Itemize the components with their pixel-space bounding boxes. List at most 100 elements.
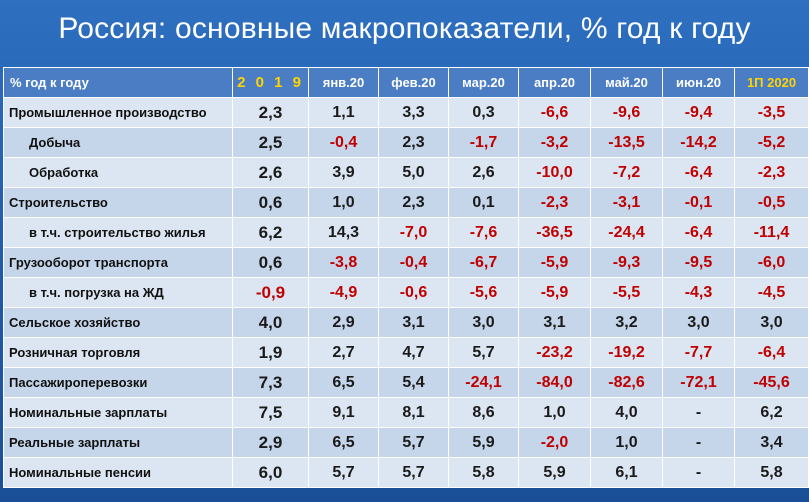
column-header-may20: май.20 xyxy=(590,67,663,98)
table-cell: - xyxy=(662,457,735,488)
table-cell: 3,2 xyxy=(590,307,663,338)
table-cell: 2,6 xyxy=(448,157,519,188)
table-cell: 3,0 xyxy=(662,307,735,338)
table-cell: 5,0 xyxy=(378,157,449,188)
table-row: Строительство 0,6 1,0 2,3 0,1 -2,3 -3,1 -0,1 -0,… xyxy=(3,187,809,218)
table-row: Сельское хозяйство 4,0 2,9 3,1 3,0 3,1 3,2 3,0 3… xyxy=(3,307,809,338)
table-cell: -5,6 xyxy=(448,277,519,308)
table-cell: -23,2 xyxy=(518,337,591,368)
table-cell: -2,0 xyxy=(518,427,591,458)
macro-indicators-table: % год к году 2 0 1 9 янв.20 фев.20 мар.2… xyxy=(3,67,809,488)
table-cell: -4,3 xyxy=(662,277,735,308)
table-cell: -2,3 xyxy=(734,157,809,188)
table-cell: -19,2 xyxy=(590,337,663,368)
table-cell: -5,9 xyxy=(518,247,591,278)
table-cell: 14,3 xyxy=(308,217,379,248)
column-header-2019: 2 0 1 9 xyxy=(232,67,309,98)
table-cell: -7,0 xyxy=(378,217,449,248)
row-label: Номинальные пенсии xyxy=(3,457,233,488)
table-cell: 3,0 xyxy=(734,307,809,338)
row-label: Строительство xyxy=(3,187,233,218)
table-cell: 6,5 xyxy=(308,367,379,398)
table-cell: 3,1 xyxy=(518,307,591,338)
row-label: Обработка xyxy=(3,157,233,188)
row-label: Сельское хозяйство xyxy=(3,307,233,338)
table-cell: - xyxy=(662,427,735,458)
table-cell: 6,1 xyxy=(590,457,663,488)
slide-title: Россия: основные макропоказатели, % год … xyxy=(58,12,751,45)
table-cell: -0,9 xyxy=(232,277,309,308)
table-cell: -6,4 xyxy=(662,157,735,188)
row-label: в т.ч. погрузка на ЖД xyxy=(3,277,233,308)
table-cell: -10,0 xyxy=(518,157,591,188)
table-cell: -6,0 xyxy=(734,247,809,278)
table-cell: 0,3 xyxy=(448,97,519,128)
table-cell: 2,5 xyxy=(232,127,309,158)
column-header-apr20: апр.20 xyxy=(518,67,591,98)
table-cell: 3,4 xyxy=(734,427,809,458)
table-cell: -24,4 xyxy=(590,217,663,248)
table-cell: 6,2 xyxy=(232,217,309,248)
table-row: Добыча 2,5 -0,4 2,3 -1,7 -3,2 -13,5 -14,2 -5,2 xyxy=(3,127,809,158)
table-cell: -3,8 xyxy=(308,247,379,278)
table-row: Реальные зарплаты 2,9 6,5 5,7 5,9 -2,0 1,0-3,4 xyxy=(3,427,809,458)
table-cell: -24,1 xyxy=(448,367,519,398)
table-cell: 1,0 xyxy=(518,397,591,428)
table-cell: 1,9 xyxy=(232,337,309,368)
table-cell: -13,5 xyxy=(590,127,663,158)
table-cell: -0,6 xyxy=(378,277,449,308)
table-cell: -9,5 xyxy=(662,247,735,278)
table-cell: -5,5 xyxy=(590,277,663,308)
table-cell: -6,4 xyxy=(734,337,809,368)
table-cell: 1,0 xyxy=(590,427,663,458)
table-cell: 5,4 xyxy=(378,367,449,398)
table-cell: -7,7 xyxy=(662,337,735,368)
table-cell: -6,7 xyxy=(448,247,519,278)
table-cell: -9,3 xyxy=(590,247,663,278)
table-cell: 5,9 xyxy=(448,427,519,458)
table-cell: -3,2 xyxy=(518,127,591,158)
row-label: Промышленное производство xyxy=(3,97,233,128)
table-cell: 4,0 xyxy=(232,307,309,338)
table-row: в т.ч. погрузка на ЖД -0,9 -4,9 -0,6 -5,6 -5,… xyxy=(3,277,809,308)
table-cell: 9,1 xyxy=(308,397,379,428)
table-row: Розничная торговля 1,9 2,7 4,7 5,7 -23,2 -19,2… xyxy=(3,337,809,368)
table-cell: 8,6 xyxy=(448,397,519,428)
table-row: Обработка 2,6 3,9 5,0 2,6 -10,0 -7,2 -6,4 -2,3 xyxy=(3,157,809,188)
table-cell: 4,7 xyxy=(378,337,449,368)
table-cell: 8,1 xyxy=(378,397,449,428)
table-cell: 0,6 xyxy=(232,187,309,218)
table-cell: -7,6 xyxy=(448,217,519,248)
table-row: Грузооборот транспорта 0,6 -3,8 -0,4 -6,7 -5,… xyxy=(3,247,809,278)
table-cell: 6,0 xyxy=(232,457,309,488)
row-label: Розничная торговля xyxy=(3,337,233,368)
row-label: Реальные зарплаты xyxy=(3,427,233,458)
table-cell: -1,7 xyxy=(448,127,519,158)
table-cell: -82,6 xyxy=(590,367,663,398)
table-cell: -45,6 xyxy=(734,367,809,398)
table-cell: -72,1 xyxy=(662,367,735,398)
table-cell: -4,5 xyxy=(734,277,809,308)
column-header-1h2020: 1П 2020 xyxy=(734,67,809,98)
table-cell: -9,6 xyxy=(590,97,663,128)
table-cell: 5,7 xyxy=(378,427,449,458)
table-row: Номинальные зарплаты 7,5 9,1 8,1 8,6 1,0 4,0-6… xyxy=(3,397,809,428)
table-cell: 7,5 xyxy=(232,397,309,428)
table-header-row: % год к году 2 0 1 9 янв.20 фев.20 мар.2… xyxy=(3,67,809,98)
row-label: Грузооборот транспорта xyxy=(3,247,233,278)
table-cell: -0,1 xyxy=(662,187,735,218)
table-cell: 2,9 xyxy=(232,427,309,458)
table-cell: 3,0 xyxy=(448,307,519,338)
row-label: в т.ч. строительство жилья xyxy=(3,217,233,248)
table-cell: -14,2 xyxy=(662,127,735,158)
table-cell: 6,2 xyxy=(734,397,809,428)
table-cell: 3,3 xyxy=(378,97,449,128)
table-cell: -0,4 xyxy=(308,127,379,158)
column-header-jan20: янв.20 xyxy=(308,67,379,98)
table-cell: -0,5 xyxy=(734,187,809,218)
table-body: Промышленное производство 2,3 1,1 3,3 0,3 -6,… xyxy=(3,97,809,488)
table-cell: 0,1 xyxy=(448,187,519,218)
table-cell: -3,1 xyxy=(590,187,663,218)
table-cell: 2,3 xyxy=(232,97,309,128)
column-header-mar20: мар.20 xyxy=(448,67,519,98)
